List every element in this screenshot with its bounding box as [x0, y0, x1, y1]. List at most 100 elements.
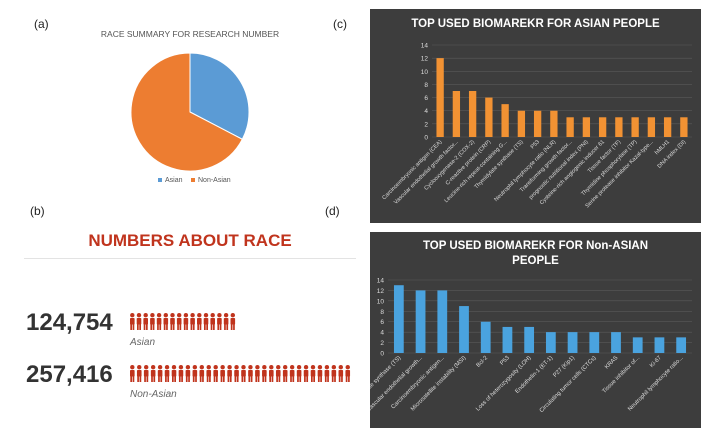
x-tick-label: P53	[499, 355, 511, 367]
panel-label-d: (d)	[325, 204, 340, 218]
bar	[615, 117, 623, 137]
y-tick-label: 12	[377, 288, 385, 295]
person-icon	[150, 313, 155, 330]
bar	[647, 117, 656, 137]
person-icon	[241, 365, 246, 382]
person-icon	[171, 365, 177, 382]
bar	[415, 290, 426, 353]
person-icon	[223, 313, 229, 330]
person-icon	[136, 365, 142, 382]
y-tick-label: 4	[424, 108, 428, 115]
person-icon	[157, 365, 163, 382]
bar	[480, 321, 491, 353]
person-icon	[234, 365, 239, 382]
y-tick-label: 4	[380, 330, 384, 337]
bar	[631, 117, 639, 137]
person-icon	[130, 313, 135, 330]
asian-biomarker-bar-chart: TOP USED BIOMAREKR FOR ASIAN PEOPLE 0 2 4 6 8…	[370, 9, 701, 223]
person-icon	[163, 313, 169, 330]
bar	[517, 110, 526, 137]
person-icon	[275, 365, 281, 382]
person-icon	[345, 365, 351, 382]
bar	[485, 97, 493, 137]
person-icon	[156, 313, 162, 330]
person-icon	[185, 365, 191, 382]
bar	[589, 332, 600, 353]
x-tick-label: P53	[530, 139, 541, 150]
person-icon	[203, 313, 209, 330]
person-icon	[143, 365, 149, 382]
bar	[533, 110, 542, 137]
person-icon	[338, 365, 344, 382]
chart-title: TOP USED BIOMAREKR FOR ASIAN PEOPLE	[411, 18, 660, 30]
bar	[680, 117, 688, 137]
person-icon	[230, 313, 236, 330]
y-tick-label: 6	[380, 319, 384, 326]
y-tick-label: 8	[380, 309, 384, 316]
y-tick-label: 12	[421, 56, 429, 63]
y-tick-label: 0	[380, 351, 384, 358]
person-icon	[296, 365, 302, 382]
y-tick-label: 2	[380, 340, 384, 347]
person-icon	[206, 365, 212, 382]
person-icon	[317, 365, 323, 382]
race-numbers-title: NUMBERS ABOUT RACE	[88, 231, 292, 250]
divider	[24, 258, 356, 259]
y-tick-label: 8	[424, 82, 428, 89]
bar	[611, 332, 621, 353]
non-asian-biomarker-bar-chart: TOP USED BIOMAREKR FOR Non-ASIAN PEOPLE 0 2…	[370, 232, 701, 428]
person-icon	[255, 365, 260, 382]
person-icon	[213, 365, 218, 382]
bar	[663, 117, 672, 137]
person-icon	[289, 365, 295, 382]
person-icon	[150, 365, 156, 382]
person-icon	[192, 365, 198, 382]
person-icon	[262, 365, 267, 382]
person-icon	[227, 365, 232, 382]
person-icon	[199, 365, 205, 382]
bar	[501, 104, 509, 137]
person-icon	[183, 313, 189, 330]
bar	[582, 117, 591, 137]
bar	[632, 337, 643, 353]
person-icon	[269, 365, 274, 382]
bar	[452, 91, 461, 137]
pie-slice-non-asian	[130, 52, 244, 172]
race-pie-chart: RACE SUMMARY FOR RESEARCH NUMBER Asian No…	[101, 29, 279, 184]
asian-people-icons	[130, 313, 236, 330]
person-icon	[130, 365, 135, 382]
bar	[502, 326, 513, 353]
person-icon	[310, 365, 316, 382]
legend-label-0: Asian	[165, 177, 183, 184]
y-tick-label: 6	[424, 95, 428, 102]
y-tick-label: 2	[424, 121, 428, 128]
person-icon	[190, 313, 195, 330]
person-icon	[220, 365, 225, 382]
person-icon	[248, 365, 253, 382]
bar	[436, 58, 444, 138]
person-icon	[164, 365, 170, 382]
pie-chart-title: RACE SUMMARY FOR RESEARCH NUMBER	[101, 29, 279, 39]
bar	[524, 326, 535, 353]
person-icon	[176, 313, 182, 330]
bar	[567, 332, 578, 353]
bar	[393, 285, 404, 353]
y-tick-label: 0	[424, 135, 428, 142]
y-tick-label: 10	[377, 298, 385, 305]
bar	[550, 110, 558, 137]
legend-label-1: Non-Asian	[198, 177, 231, 184]
asian-caption: Asian	[130, 337, 156, 348]
bar	[676, 337, 687, 353]
person-icon	[217, 313, 222, 330]
person-icon	[282, 365, 288, 382]
bar	[437, 290, 448, 353]
panel-label-c: (c)	[333, 17, 347, 31]
y-tick-label: 14	[377, 278, 385, 285]
legend-swatch-0	[158, 178, 162, 182]
panel-label-a: (a)	[34, 17, 49, 31]
non-asian-caption: Non-Asian	[130, 389, 177, 400]
non-asian-count: 257,416	[26, 361, 113, 388]
person-icon	[170, 313, 175, 330]
bar	[545, 332, 556, 353]
bar	[566, 117, 574, 137]
